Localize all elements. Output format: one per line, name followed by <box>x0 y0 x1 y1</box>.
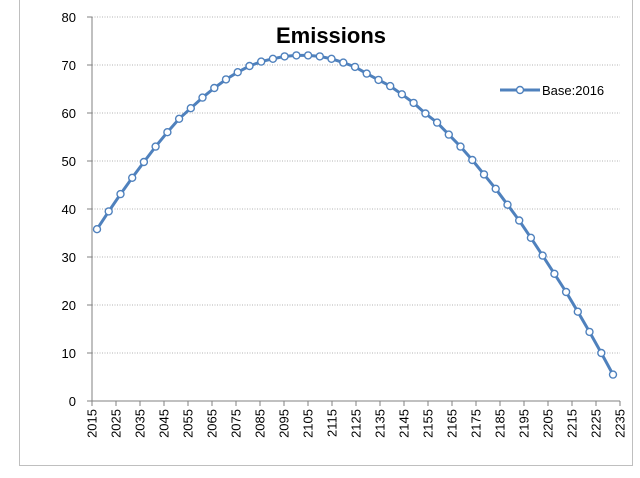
data-point <box>221 75 231 84</box>
data-point <box>174 114 184 124</box>
series-layer <box>92 51 618 379</box>
y-tick-label: 40 <box>62 202 76 217</box>
legend: Base:2016 <box>500 83 604 98</box>
data-point <box>210 83 219 93</box>
data-point <box>292 51 301 60</box>
data-point <box>350 62 360 72</box>
data-point <box>479 170 489 179</box>
chart-area <box>19 0 633 466</box>
x-tick-label: 2025 <box>109 409 124 438</box>
x-tick-label: 2175 <box>469 409 484 438</box>
data-point <box>491 184 500 194</box>
data-point <box>139 157 149 167</box>
data-point <box>280 52 289 61</box>
x-tick-label: 2205 <box>541 409 556 438</box>
data-point <box>561 287 571 297</box>
legend-label: Base:2016 <box>542 83 604 98</box>
data-point <box>186 103 196 113</box>
data-point <box>432 118 442 127</box>
legend-marker <box>515 85 525 95</box>
x-tick-label: 2035 <box>133 409 148 438</box>
x-tick-labels: 2015 2025 2035 2045 2055 2065 2075 2085 2095 2105… <box>85 401 628 438</box>
data-point <box>515 216 524 225</box>
data-point <box>468 155 477 165</box>
data-point <box>503 200 512 209</box>
data-point <box>608 370 618 379</box>
x-tick-label: 2135 <box>373 409 388 438</box>
data-point <box>597 348 606 358</box>
data-point <box>526 233 536 243</box>
data-point <box>456 142 465 151</box>
x-tick-label: 2125 <box>349 409 364 438</box>
x-tick-label: 2095 <box>277 409 292 438</box>
data-point <box>421 109 430 118</box>
data-point <box>397 90 407 99</box>
data-point <box>409 98 418 108</box>
y-tick-label: 80 <box>62 10 76 25</box>
data-point <box>245 61 254 71</box>
data-point <box>550 269 559 278</box>
data-point <box>198 93 207 102</box>
x-tick-label: 2195 <box>517 409 532 438</box>
y-tick-label: 60 <box>62 106 76 121</box>
data-point <box>92 224 102 234</box>
y-tick-labels: 0 10 20 30 40 50 60 70 80 <box>62 10 92 409</box>
series-line <box>95 53 615 376</box>
y-tick-label: 20 <box>62 298 76 313</box>
data-point <box>104 207 113 216</box>
x-tick-label: 2145 <box>397 409 412 438</box>
data-point <box>444 130 453 139</box>
data-point <box>116 189 125 199</box>
data-point <box>386 81 395 91</box>
y-tick-label: 30 <box>62 250 76 265</box>
gridlines <box>92 16 620 354</box>
y-tick-label: 50 <box>62 154 76 169</box>
data-point <box>151 142 160 151</box>
data-point <box>257 57 266 66</box>
x-tick-label: 2165 <box>445 409 460 438</box>
data-point <box>233 67 242 77</box>
x-tick-label: 2225 <box>589 409 604 438</box>
data-point <box>315 52 324 61</box>
data-point <box>327 54 336 63</box>
x-tick-label: 2215 <box>565 409 580 438</box>
x-tick-label: 2185 <box>493 409 508 438</box>
data-point <box>585 327 594 337</box>
data-point <box>163 127 172 137</box>
data-point <box>339 58 348 67</box>
data-point <box>362 69 371 78</box>
data-point <box>573 307 582 316</box>
data-point <box>538 251 547 260</box>
x-tick-label: 2075 <box>229 409 244 438</box>
x-tick-label: 2065 <box>205 409 220 438</box>
axes <box>91 17 620 402</box>
x-tick-label: 2105 <box>301 409 316 438</box>
x-tick-label: 2085 <box>253 409 268 438</box>
data-point <box>127 173 137 183</box>
x-tick-label: 2015 <box>85 409 100 438</box>
chart-title: Emissions <box>276 23 386 48</box>
y-tick-label: 0 <box>69 394 76 409</box>
y-tick-label: 10 <box>62 346 76 361</box>
x-tick-label: 2115 <box>325 409 340 437</box>
x-tick-label: 2055 <box>181 409 196 438</box>
data-point <box>374 75 383 85</box>
x-tick-label: 2045 <box>157 409 172 438</box>
x-tick-label: 2155 <box>421 409 436 438</box>
data-point <box>268 54 278 63</box>
data-point <box>303 51 313 60</box>
y-tick-label: 70 <box>62 58 76 73</box>
x-tick-label: 2235 <box>613 409 628 438</box>
